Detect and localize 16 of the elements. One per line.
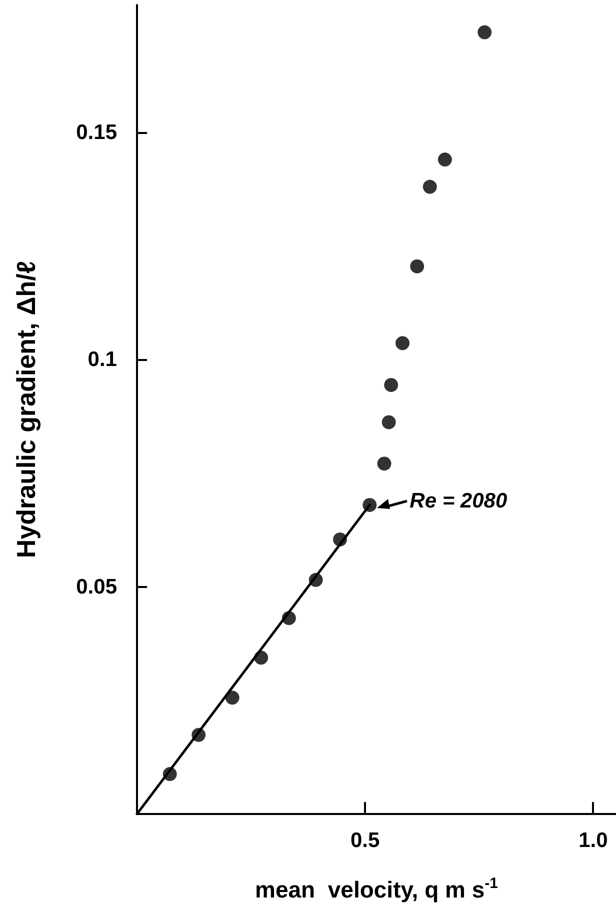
point: [225, 690, 240, 705]
point: [384, 378, 398, 392]
point: [438, 152, 452, 167]
y-tick-label: 0.15: [76, 120, 118, 144]
x-tick-label: 1.0: [578, 829, 608, 852]
y-tick-label: 0.05: [76, 575, 118, 598]
annotation: Re = 2080: [410, 489, 508, 512]
point: [377, 456, 392, 471]
y-axis-title: Hydraulic gradient, Δh/ℓ: [11, 260, 41, 558]
point: [396, 336, 410, 350]
x-tick-label: 0.5: [350, 829, 380, 852]
point: [478, 25, 492, 40]
point: [410, 259, 424, 274]
point: [422, 180, 437, 194]
y-tick-label: 0.1: [88, 348, 118, 372]
point: [382, 415, 396, 430]
